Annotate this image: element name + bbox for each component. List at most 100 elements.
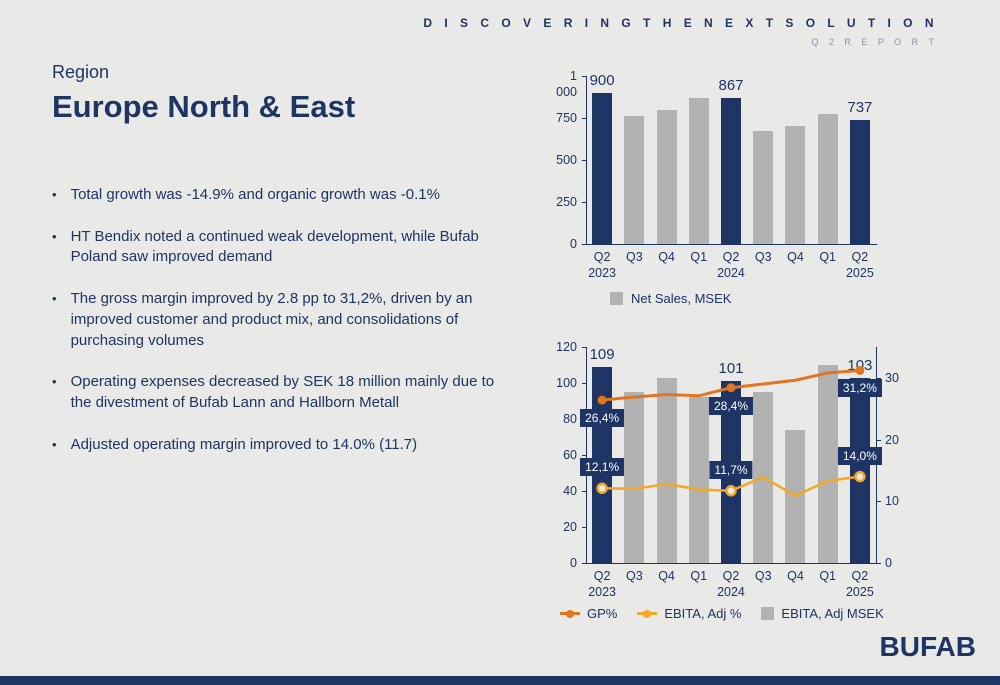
bullet-dot: •: [52, 291, 57, 307]
ebita-msek-legend-label: EBITA, Adj MSEK: [781, 606, 884, 621]
bar: [656, 109, 677, 244]
y-tick-label: 0: [570, 237, 577, 251]
right-tick-mark: [877, 439, 881, 441]
EBITA, Adj %-marker: [854, 470, 866, 483]
right-tick-mark: [877, 377, 881, 379]
ebita-pct-line-swatch-dot: [643, 609, 652, 618]
bullet-dot: •: [52, 374, 57, 390]
bullet-list: • Total growth was -14.9% and organic gr…: [52, 185, 522, 455]
net-sales-legend-label: Net Sales, MSEK: [631, 291, 732, 306]
x-axis-labels: Q2 2023 Q3 Q4 Q1 Q2 2024 Q3 Q4 Q1 Q2 2025: [548, 563, 906, 601]
right-tick-mark: [877, 501, 881, 503]
y-tick-mark: [582, 76, 586, 77]
bullet-dot: •: [52, 228, 57, 244]
footer-bar: [0, 676, 1000, 685]
EBITA, Adj %-marker: [596, 482, 608, 495]
bar: [721, 98, 741, 244]
bullet-dot: •: [52, 436, 57, 452]
y-tick-mark: [582, 527, 586, 528]
y-tick-label: 0: [570, 556, 577, 570]
right-tick-label: 0: [885, 556, 892, 570]
ebita-bar-swatch: [761, 607, 775, 620]
right-tick-label: 10: [885, 494, 899, 509]
x-axis-label: Q4: [787, 569, 804, 583]
ebita-pct-legend-label: EBITA, Adj %: [664, 606, 742, 621]
EBITA, Adj %-marker: [725, 485, 737, 497]
x-axis-label: Q1: [690, 569, 708, 583]
bar: [688, 397, 709, 563]
x-axis-label: Q2 2024: [717, 569, 745, 600]
x-axis-label: Q1: [819, 569, 836, 583]
x-axis-line: [586, 563, 877, 564]
x-axis-label: Q4: [658, 569, 675, 583]
gp-legend-label: GP%: [587, 606, 618, 621]
y-tick-label: 100: [556, 376, 577, 390]
y-tick-label: 20: [563, 520, 577, 534]
bullet-item: • Adjusted operating margin improved to …: [52, 435, 522, 456]
right-tick-mark: [877, 563, 881, 564]
bar: [624, 392, 645, 563]
bullet-text: Total growth was -14.9% and organic grow…: [70, 186, 440, 203]
bar-value-label: 867: [718, 77, 744, 95]
x-axis-label: Q3: [754, 569, 772, 583]
y-tick-mark: [582, 202, 586, 203]
bar: [753, 131, 774, 244]
bullet-item: • HT Bendix noted a continued weak devel…: [52, 227, 522, 268]
GP%-marker: [855, 366, 865, 375]
ebita-chart: 0 20 40 60 80 100 120 0 10 20 30 109 101 103 26,4% 28,4…: [548, 340, 906, 601]
GP%-marker: [597, 395, 607, 405]
x-axis-label: Q1: [819, 250, 836, 264]
line-value-label: 14,0%: [837, 446, 882, 465]
y-axis-line: [586, 76, 587, 245]
gp-line-swatch: [560, 609, 580, 618]
ebita-pct-line-swatch: [637, 609, 658, 618]
bullet-text: The gross margin improved by 2.8 pp to 3…: [70, 290, 473, 349]
line-overlay: [596, 366, 866, 498]
y-tick-mark: [582, 491, 586, 492]
y-tick-mark: [582, 118, 586, 119]
bullet-text: Operating expenses decreased by SEK 18 m…: [70, 373, 495, 411]
line-value-label: 11,7%: [709, 460, 753, 479]
bullet-text: HT Bendix noted a continued weak develop…: [70, 227, 479, 266]
ebita-msek-legend-item: EBITA, Adj MSEK: [761, 606, 884, 621]
x-axis-label: Q3: [625, 250, 643, 264]
x-axis-label: Q3: [625, 569, 643, 583]
bufab-logo: BUFAB: [879, 631, 976, 662]
line-value-label: 26,4%: [580, 409, 625, 428]
y-tick-mark: [582, 383, 586, 384]
right-tick-label: 20: [885, 432, 899, 447]
bar: [817, 365, 838, 563]
bar-value-label: 900: [589, 71, 615, 89]
net-sales-legend: Net Sales, MSEK: [610, 291, 731, 306]
bar-value-label: 737: [847, 99, 873, 117]
bar: [624, 116, 645, 244]
bullet-dot: •: [52, 187, 57, 202]
y-tick-label: 500: [556, 153, 577, 167]
bar: [849, 120, 870, 244]
line-value-label: 28,4%: [708, 396, 754, 415]
y-tick-label: 80: [563, 412, 577, 426]
bar: [785, 126, 806, 244]
bar: [849, 377, 870, 563]
region-label: Region: [52, 62, 110, 82]
GP%-marker: [726, 383, 736, 393]
bar: [592, 92, 613, 244]
y-axis-line: [586, 347, 587, 564]
y-tick-label: 40: [563, 484, 577, 498]
x-axis-label: Q2 2023: [588, 569, 617, 600]
x-axis-label: Q2 2024: [717, 250, 745, 281]
y-tick-mark: [582, 347, 586, 348]
bar: [817, 113, 838, 244]
ebita-plot: 0 20 40 60 80 100 120 0 10 20 30 109 101 103 26,4% 28,4…: [548, 340, 906, 570]
x-axis-label: Q4: [658, 250, 675, 264]
tagline: D I S C O V E R I N G T H E N E X T S O …: [423, 16, 938, 30]
x-axis-label: Q2 2025: [845, 250, 874, 281]
bullet-item: • Total growth was -14.9% and organic gr…: [52, 185, 522, 206]
y-tick-mark: [582, 563, 586, 564]
y-tick-mark: [582, 160, 586, 161]
bullet-item: • The gross margin improved by 2.8 pp to…: [52, 289, 522, 351]
x-axis-label: Q4: [787, 250, 804, 264]
line-value-label: 12,1%: [580, 458, 625, 477]
bar-value-label: 109: [589, 345, 615, 363]
